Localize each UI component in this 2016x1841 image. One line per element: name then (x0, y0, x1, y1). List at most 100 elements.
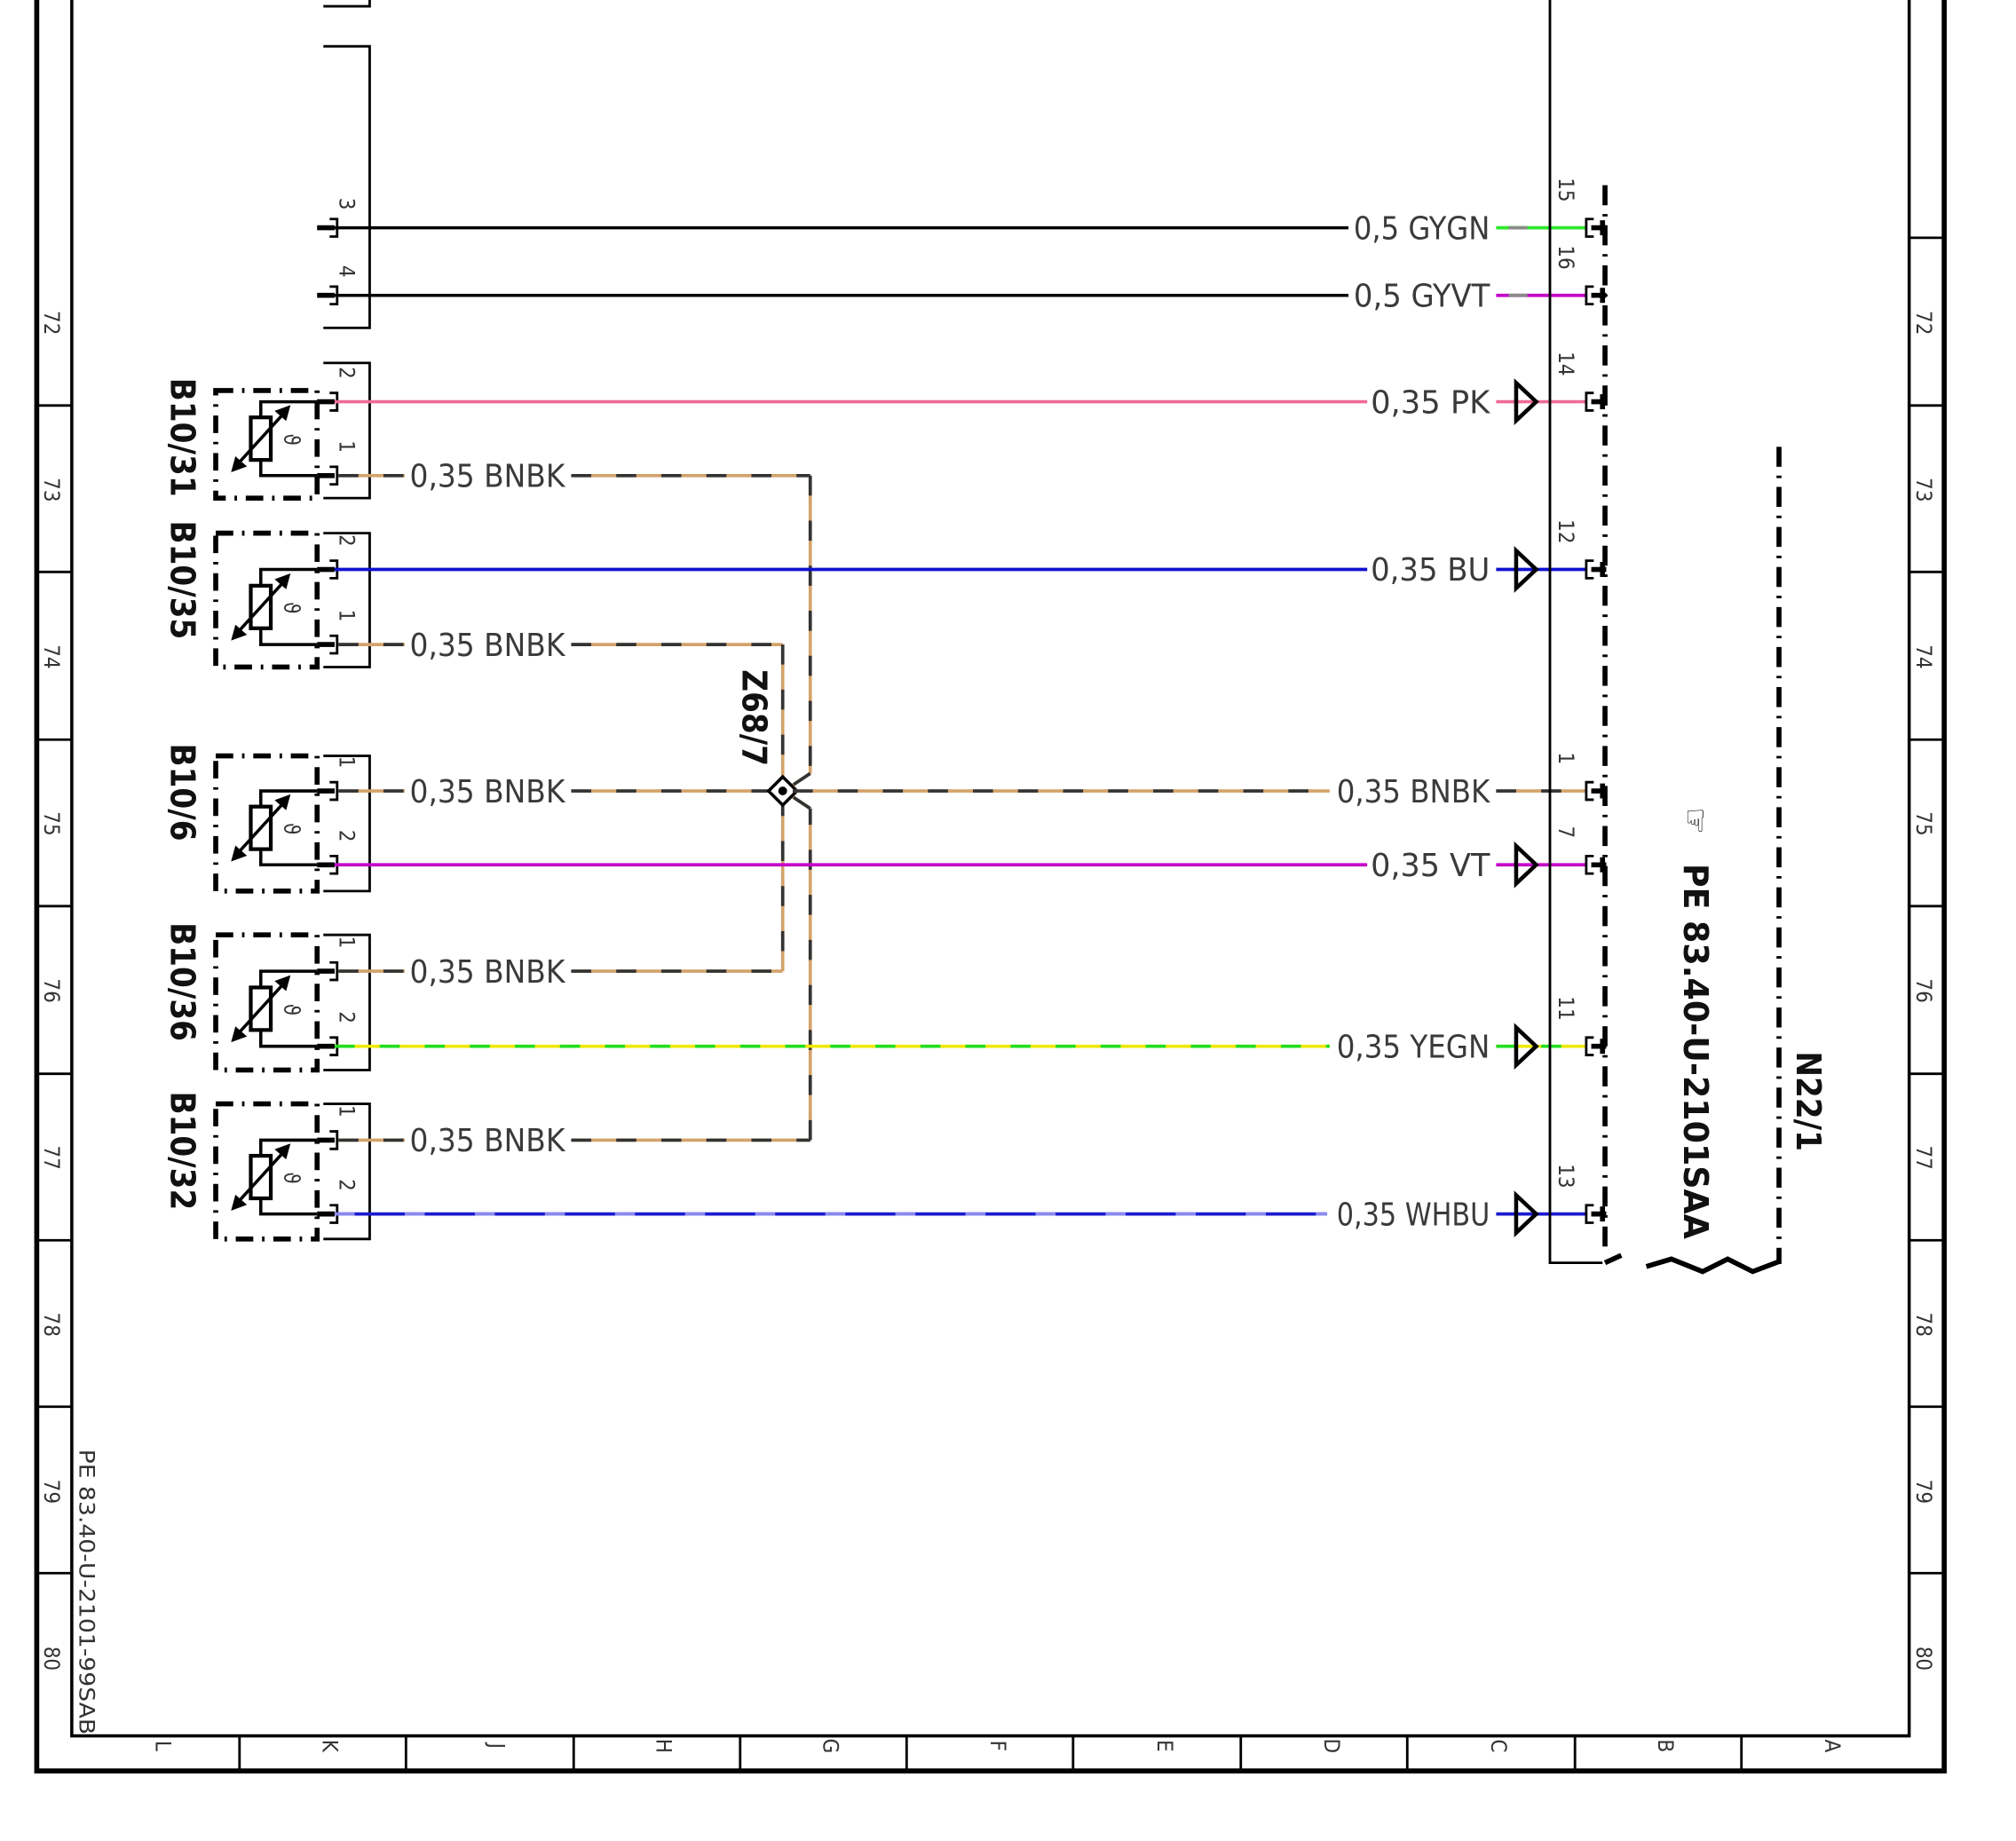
wire-label: 0,35 WHBU (1337, 1197, 1490, 1233)
column-label: G (818, 1738, 843, 1753)
row-label-right: 77 (1911, 1145, 1936, 1169)
resistor-icon (249, 985, 273, 1032)
wire-label: 0,35 BU (1371, 552, 1490, 589)
column-label: E (1152, 1740, 1177, 1752)
column-label: C (1486, 1739, 1511, 1752)
sensor-connector (323, 755, 371, 893)
splice-label: Z68/7 (735, 669, 774, 766)
sensor-connector (323, 532, 371, 668)
pin-terminal-bracket (1585, 1204, 1594, 1224)
pin-terminal-bracket (329, 1130, 339, 1150)
control-unit-label: N22/1 (1789, 1051, 1828, 1151)
column-label: L (150, 1741, 175, 1751)
pin-number: 14 (1554, 352, 1578, 375)
variable-arrow-icon (234, 799, 288, 857)
pin-terminal-bracket (1585, 1036, 1594, 1056)
pin-number: 1 (335, 1105, 360, 1118)
pin-number: 2 (335, 1011, 360, 1023)
pin-terminal-bracket (1585, 391, 1594, 412)
arrowhead-icon (231, 1143, 291, 1211)
wire-label: 0,35 VT (1371, 848, 1490, 884)
resistor-icon (249, 583, 273, 630)
sensor-lead (259, 969, 318, 1048)
pin-number: 1 (335, 610, 360, 622)
thermistor-symbol: ϑ (280, 1172, 304, 1183)
variable-arrow-icon (234, 1148, 288, 1206)
sensor-lead (259, 1138, 318, 1216)
pin-number: 3 (335, 198, 360, 210)
column-label: F (985, 1741, 1010, 1751)
sensor-connector (323, 933, 371, 1071)
row-label-left: 73 (39, 478, 64, 502)
plug-arrow-icon (1514, 378, 1539, 425)
arrowhead-icon (231, 573, 291, 641)
reference-label: PE 83.40-U-2101SAA (1676, 864, 1715, 1240)
pin-number: 1 (335, 756, 360, 769)
pin-terminal-bracket (329, 465, 339, 486)
row-label-right: 72 (1911, 311, 1936, 335)
pin-number: 1 (335, 440, 360, 453)
sensor-connector (323, 1102, 371, 1241)
row-label-right: 75 (1911, 811, 1936, 835)
thermistor-symbol: ϑ (280, 1004, 304, 1015)
inner-frame (70, 0, 1911, 1738)
row-label-right: 80 (1911, 1647, 1936, 1671)
resistor-icon (249, 1153, 273, 1201)
splice-dot (778, 786, 787, 796)
top-connector-bracket (323, 0, 371, 8)
resistor-icon (249, 804, 273, 851)
sensor-connector (323, 361, 371, 500)
column-label: D (1319, 1739, 1344, 1754)
plug-arrow-icon (1514, 841, 1539, 889)
pointing-hand-icon: ☞ (1676, 807, 1715, 834)
variable-arrow-icon (234, 578, 288, 636)
row-label-left: 76 (39, 978, 64, 1002)
row-label-right: 79 (1911, 1480, 1936, 1504)
pin-number: 2 (335, 830, 360, 842)
sensor-label: B10/36 (162, 922, 202, 1041)
wire-label: 0,35 BNBK (410, 774, 566, 810)
row-label-right: 76 (1911, 978, 1936, 1002)
sensor-housing (213, 753, 320, 894)
sensor-label: B10/31 (162, 378, 202, 497)
pin-number: 11 (1554, 996, 1578, 1020)
sensor-housing (213, 1101, 320, 1242)
row-label-left: 74 (39, 644, 64, 668)
arrowhead-icon (231, 975, 291, 1043)
wire-label: 0,35 PK (1371, 384, 1491, 421)
thermistor-symbol: ϑ (280, 823, 304, 834)
wire-label: 0,35 BNBK (410, 1123, 566, 1159)
pin-number: 16 (1554, 245, 1578, 269)
arrowhead-icon (231, 405, 291, 472)
row-label-left: 72 (39, 311, 64, 335)
pin-terminal-bracket (329, 634, 339, 655)
sensor-lead (259, 399, 318, 478)
harness-wire-stripe (787, 771, 811, 790)
pin-number: 15 (1554, 178, 1578, 201)
pin-terminal-bracket (1585, 780, 1594, 802)
harness-wire-stripe (787, 792, 811, 810)
pin-number: 13 (1554, 1164, 1578, 1188)
pin-terminal-bracket (1585, 559, 1594, 580)
pin-number: 1 (335, 936, 360, 949)
wire-label: 0,35 BNBK (410, 458, 566, 494)
row-label-right: 73 (1911, 478, 1936, 502)
pin-terminal-bracket (329, 780, 339, 802)
row-label-right: 74 (1911, 644, 1936, 668)
thermistor-symbol: ϑ (280, 434, 304, 446)
column-label: K (317, 1740, 342, 1753)
variable-arrow-icon (234, 980, 288, 1038)
sensor-lead (259, 789, 318, 867)
column-label: H (652, 1739, 676, 1753)
sensor-housing (213, 388, 320, 501)
plug-arrow-icon (1514, 546, 1539, 593)
pin-terminal-bracket (1585, 285, 1594, 306)
pin-number: 2 (335, 1179, 360, 1191)
row-label-left: 79 (39, 1480, 64, 1504)
wire-label: 0,5 GYGN (1354, 210, 1490, 247)
row-label-left: 77 (39, 1145, 64, 1169)
row-label-left: 75 (39, 811, 64, 835)
arrowhead-icon (231, 794, 291, 862)
wire-label: 0,35 BNBK (1337, 774, 1491, 810)
